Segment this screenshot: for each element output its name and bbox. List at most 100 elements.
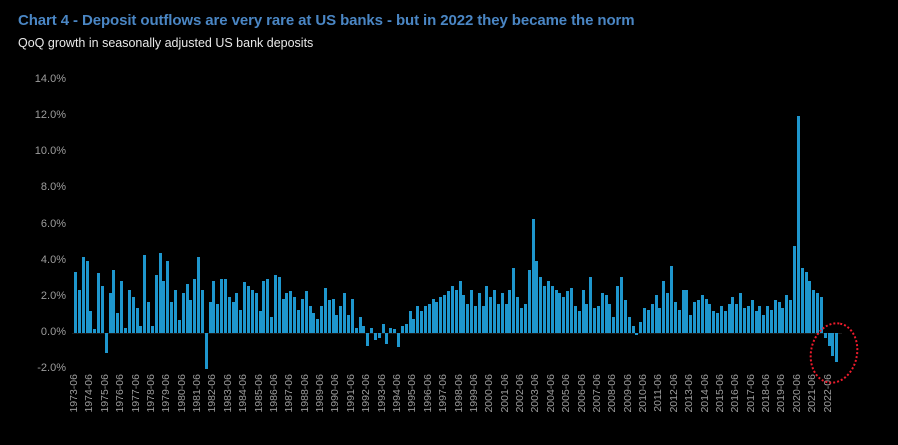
bar (262, 280, 266, 333)
bar (270, 316, 274, 333)
bar (512, 267, 516, 333)
x-tick-label: 1987-06 (283, 374, 296, 413)
bar (831, 333, 835, 357)
bar (377, 333, 381, 339)
bar (381, 323, 385, 333)
bar (289, 291, 293, 333)
bar (723, 311, 727, 333)
bar (339, 305, 343, 333)
bar (581, 289, 585, 333)
y-tick-label: 0.0% (40, 326, 66, 338)
bar (508, 289, 512, 333)
bar (658, 307, 662, 333)
x-tick-label: 1981-06 (191, 374, 204, 413)
x-tick-label: 2007-06 (590, 374, 603, 413)
bar (277, 276, 281, 333)
x-tick-label: 2006-06 (575, 374, 588, 413)
bar (458, 280, 462, 333)
bar (143, 255, 147, 333)
bar (823, 333, 827, 339)
x-tick-label: 1998-06 (452, 374, 465, 413)
bar (331, 298, 335, 333)
bar (650, 304, 654, 333)
bar (254, 293, 258, 333)
bar (493, 289, 497, 333)
bar (77, 289, 81, 333)
bar (762, 314, 766, 333)
x-tick-label: 2000-06 (483, 374, 496, 413)
bar (197, 257, 201, 333)
bar (393, 329, 397, 333)
bar (531, 219, 535, 333)
bar (827, 333, 831, 346)
x-tick-label: 1979-06 (160, 374, 173, 413)
bar (596, 305, 600, 333)
bar (535, 260, 539, 333)
bar (693, 302, 697, 333)
bar (785, 295, 789, 333)
x-tick-label: 2010-06 (637, 374, 650, 413)
bar (812, 289, 816, 333)
bar (204, 333, 208, 370)
bar (120, 280, 124, 333)
x-tick-label: 1992-06 (360, 374, 373, 413)
x-tick-label: 2015-06 (713, 374, 726, 413)
bar (320, 305, 324, 333)
bar (704, 298, 708, 333)
bar (193, 278, 197, 333)
bar (281, 298, 285, 333)
bar (162, 280, 166, 333)
x-tick-label: 1997-06 (437, 374, 450, 413)
bar (181, 293, 185, 333)
bar (696, 300, 700, 333)
x-tick-label: 1983-06 (221, 374, 234, 413)
bar (808, 280, 812, 333)
bar (446, 291, 450, 333)
bar (247, 286, 251, 333)
bar (546, 280, 550, 333)
y-tick-label: 12.0% (34, 109, 66, 122)
bar (700, 295, 704, 333)
x-tick-label: 2005-06 (560, 374, 573, 413)
bar (408, 311, 412, 333)
bar (562, 296, 566, 333)
bar (743, 307, 747, 333)
bar (147, 302, 151, 333)
bar (173, 289, 177, 333)
x-tick-label: 1991-06 (344, 374, 357, 413)
bar (639, 322, 643, 333)
bar (243, 282, 247, 333)
bar (646, 309, 650, 333)
bar (170, 302, 174, 333)
y-tick-label: 8.0% (40, 181, 66, 194)
bar (123, 327, 127, 333)
x-tick-label: 1973-06 (68, 374, 80, 413)
bar (766, 305, 770, 333)
bar (539, 276, 543, 333)
bar (127, 289, 131, 333)
bar (227, 296, 231, 333)
bar (735, 304, 739, 333)
bar (400, 325, 404, 333)
bar (93, 329, 97, 333)
bar (796, 116, 800, 333)
bar (604, 295, 608, 333)
x-tick-label: 2013-06 (683, 374, 696, 413)
bar (166, 260, 170, 333)
y-tick-label: 4.0% (40, 253, 66, 266)
bar (819, 296, 823, 333)
bar (473, 305, 477, 333)
bar (835, 333, 839, 362)
bar (727, 304, 731, 333)
x-tick-label: 1978-06 (144, 374, 157, 413)
x-tick-label: 1984-06 (237, 374, 250, 413)
bar (154, 275, 158, 333)
bar (527, 269, 531, 333)
bar (250, 289, 254, 333)
bar (293, 296, 297, 333)
bar (804, 271, 808, 333)
bar (577, 311, 581, 333)
bar (454, 289, 458, 333)
y-tick-label: 6.0% (40, 217, 66, 230)
bar (523, 304, 527, 333)
